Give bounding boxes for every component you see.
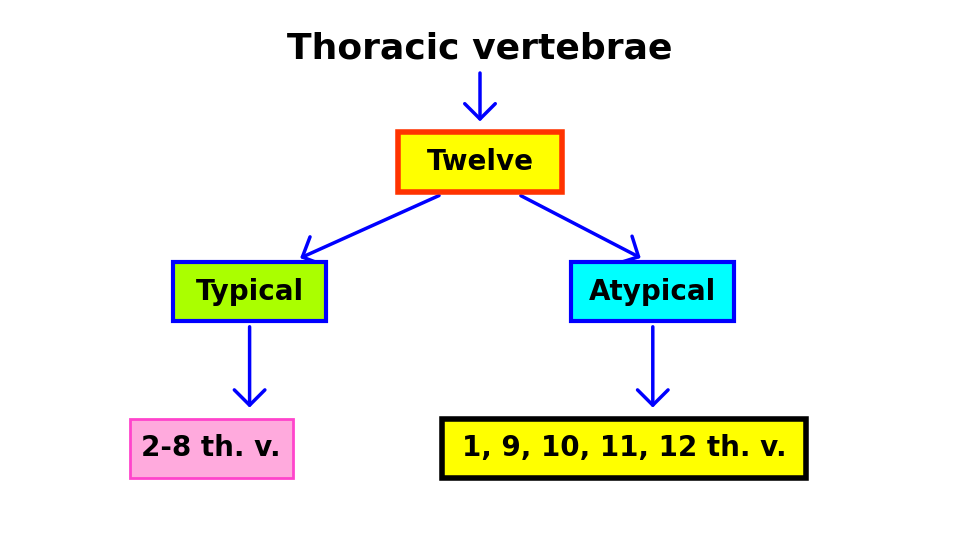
Text: Thoracic vertebrae: Thoracic vertebrae [287,32,673,65]
Text: Typical: Typical [196,278,303,306]
FancyBboxPatch shape [442,418,806,478]
FancyBboxPatch shape [173,262,326,321]
Text: Twelve: Twelve [426,148,534,176]
FancyBboxPatch shape [130,418,293,478]
Text: Atypical: Atypical [589,278,716,306]
Text: 2-8 th. v.: 2-8 th. v. [141,434,281,462]
FancyBboxPatch shape [398,132,562,192]
Text: 1, 9, 10, 11, 12 th. v.: 1, 9, 10, 11, 12 th. v. [462,434,786,462]
FancyBboxPatch shape [571,262,734,321]
